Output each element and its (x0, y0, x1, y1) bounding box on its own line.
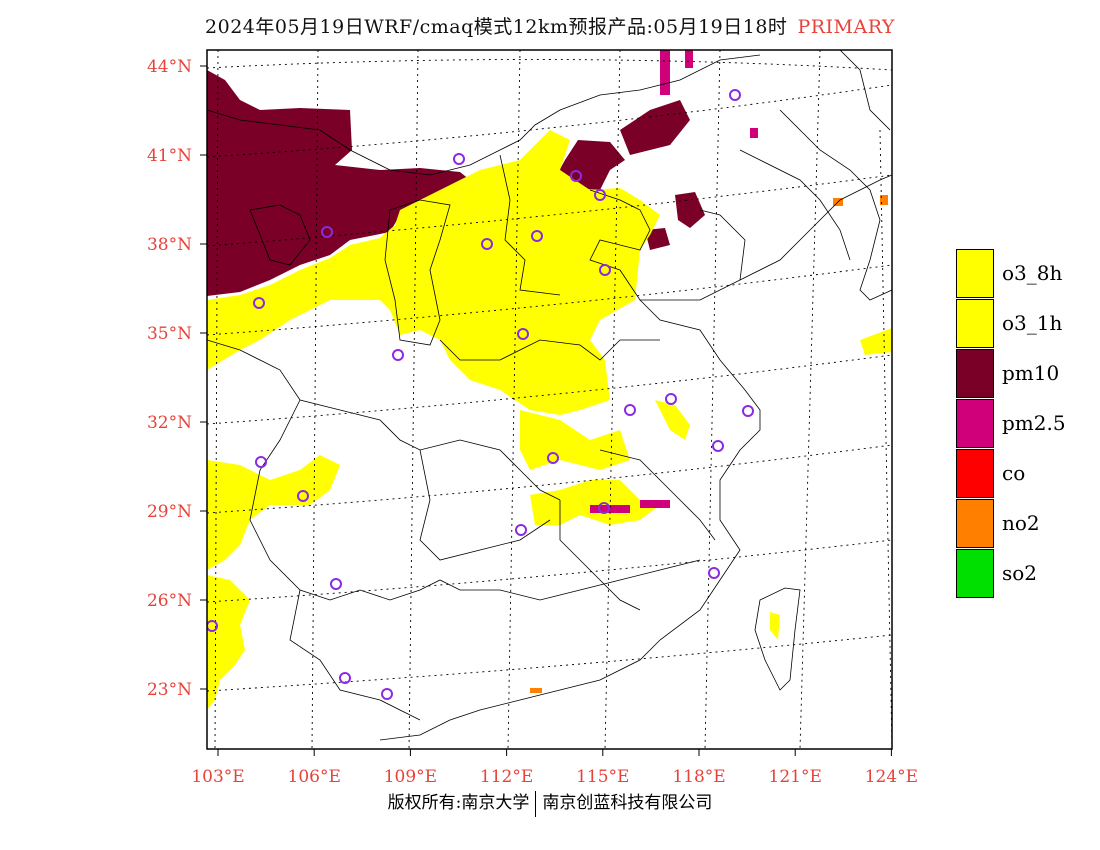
pm10-region-beijing (555, 140, 625, 190)
longitude-label: 112°E (480, 767, 533, 787)
station-marker (321, 226, 333, 238)
longitude-label: 115°E (576, 767, 629, 787)
map-title: 2024年05月19日WRF/cmaq模式12km预报产品:05月19日18时 P… (0, 12, 1100, 39)
pm10-region-northwest (207, 70, 470, 296)
station-marker (624, 404, 636, 416)
latitude-label: 26°N (147, 591, 192, 611)
legend-item: co (956, 448, 1066, 498)
station-marker (207, 620, 218, 632)
boundaries (207, 50, 892, 741)
o3-region-jiangxi (530, 480, 660, 525)
station-marker (453, 153, 465, 165)
legend-label: co (1002, 461, 1026, 485)
legend-item: no2 (956, 498, 1066, 548)
legend-label: o3_1h (1002, 311, 1063, 335)
o3-region-yunnan (207, 575, 250, 710)
map-frame (206, 49, 893, 750)
legend-item: pm10 (956, 348, 1066, 398)
longitude-label: 109°E (384, 767, 437, 787)
station-marker (339, 672, 351, 684)
station-marker (297, 490, 309, 502)
station-marker (712, 440, 724, 452)
o3-region-jiangsu (655, 400, 690, 440)
o3-region-korea (860, 328, 892, 355)
station-marker (330, 578, 342, 590)
no2-spot (530, 688, 542, 693)
map-content (207, 50, 892, 749)
station-markers (207, 89, 754, 700)
legend-swatch (956, 248, 994, 298)
legend-swatch (956, 548, 994, 598)
latitude-axis: 44°N 41°N 38°N 35°N 32°N 29°N 26°N 23°N (147, 57, 207, 700)
latitude-label: 29°N (147, 502, 192, 522)
latitude-label: 38°N (147, 235, 192, 255)
pm10-region-tianjin (645, 228, 670, 250)
legend-label: so2 (1002, 561, 1038, 585)
legend-item: pm2.5 (956, 398, 1066, 448)
station-marker (515, 524, 527, 536)
title-text: 2024年05月19日WRF/cmaq模式12km预报产品:05月19日18时 (205, 16, 788, 38)
longitude-label: 124°E (865, 767, 918, 787)
latitude-label: 32°N (147, 413, 192, 433)
station-marker (255, 456, 267, 468)
legend-swatch (956, 498, 994, 548)
graticule (207, 50, 892, 749)
o3-region-central (207, 130, 660, 415)
station-marker (531, 230, 543, 242)
latitude-label: 41°N (147, 146, 192, 166)
station-marker (729, 89, 741, 101)
station-marker (665, 393, 677, 405)
longitude-label: 118°E (672, 767, 725, 787)
pm25-spot (660, 50, 670, 95)
pm25-spot (590, 505, 630, 513)
legend-swatch (956, 398, 994, 448)
footer-copyright: 版权所有:南京大学 (387, 793, 530, 813)
station-marker (598, 502, 610, 514)
footer-separator (535, 790, 537, 817)
o3-region-taiwan (770, 612, 780, 640)
station-marker (594, 189, 606, 201)
pm25-spot (750, 128, 758, 138)
pm10-region-northeast (620, 100, 690, 155)
title-primary-tag: PRIMARY (797, 16, 895, 38)
station-marker (392, 349, 404, 361)
station-marker (381, 688, 393, 700)
station-marker (708, 567, 720, 579)
legend-item: so2 (956, 548, 1066, 598)
station-marker (742, 405, 754, 417)
station-marker (481, 238, 493, 250)
station-marker (547, 452, 559, 464)
pm25-spot (685, 50, 693, 68)
station-marker (599, 264, 611, 276)
longitude-label: 121°E (769, 767, 822, 787)
station-marker (253, 297, 265, 309)
latitude-label: 44°N (147, 57, 192, 77)
pm25-spot (640, 500, 670, 508)
o3-region-sichuan (207, 455, 340, 570)
o3-region-hubei (520, 410, 630, 470)
pm10-region-liaoning (675, 192, 705, 228)
latitude-label: 23°N (147, 680, 192, 700)
station-marker (570, 170, 582, 182)
legend-item: o3_8h (956, 248, 1066, 298)
no2-spot (880, 195, 888, 205)
legend-label: no2 (1002, 511, 1040, 535)
longitude-label: 106°E (288, 767, 341, 787)
station-marker (517, 328, 529, 340)
longitude-label: 103°E (191, 767, 244, 787)
legend-swatch (956, 348, 994, 398)
footer-company: 南京创蓝科技有限公司 (542, 793, 713, 813)
legend-label: o3_8h (1002, 261, 1063, 285)
legend-label: pm10 (1002, 361, 1060, 385)
legend: o3_8h o3_1h pm10 pm2.5 co no2 so2 (956, 248, 1066, 598)
legend-swatch (956, 448, 994, 498)
legend-item: o3_1h (956, 298, 1066, 348)
legend-swatch (956, 298, 994, 348)
legend-label: pm2.5 (1002, 411, 1066, 435)
footer: 版权所有:南京大学 南京创蓝科技有限公司 (0, 788, 1100, 817)
latitude-label: 35°N (147, 324, 192, 344)
longitude-axis: 103°E 106°E 109°E 112°E 115°E 118°E 121°E 124°E (191, 749, 918, 787)
